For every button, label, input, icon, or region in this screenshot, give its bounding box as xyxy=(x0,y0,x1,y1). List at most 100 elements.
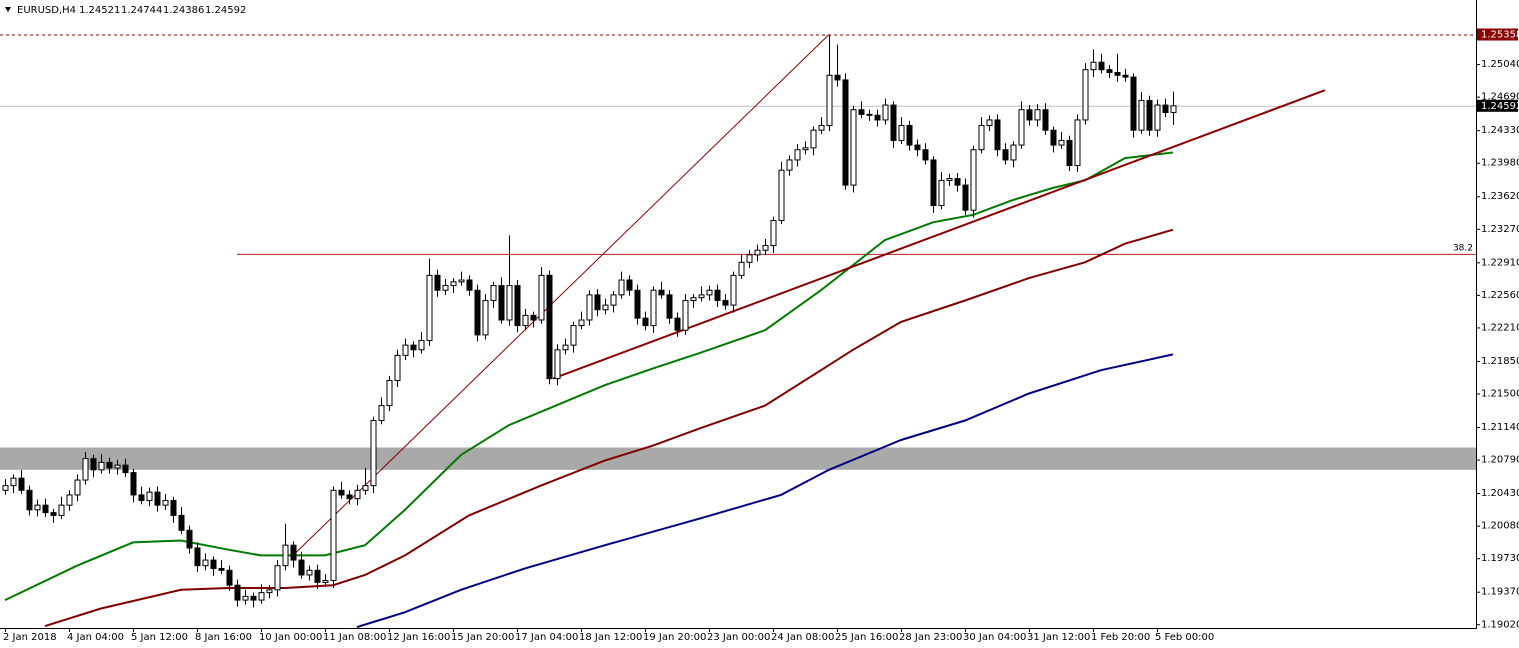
x-tick-label: 25 Jan 16:00 xyxy=(835,632,898,643)
candle-body xyxy=(226,569,233,586)
candle-body xyxy=(1098,61,1105,71)
candle-body xyxy=(274,565,281,591)
candle-body xyxy=(626,279,633,291)
candle-body xyxy=(738,261,745,276)
candle-body xyxy=(762,245,769,251)
candle-body xyxy=(1130,76,1137,131)
candle-body xyxy=(506,285,513,321)
y-tick-label: 1.21850 xyxy=(1481,356,1519,367)
candle-body xyxy=(666,294,673,319)
candle-body xyxy=(1090,61,1097,71)
menu-triangle[interactable] xyxy=(5,7,11,12)
candle-body xyxy=(754,249,761,256)
candle-body xyxy=(1034,109,1041,121)
candle-body xyxy=(250,595,257,601)
candle-body xyxy=(970,149,977,211)
candle-body xyxy=(882,104,889,121)
candle-body xyxy=(1138,99,1145,131)
candle-body xyxy=(986,119,993,127)
candle-body xyxy=(746,254,753,263)
candle-body xyxy=(698,294,705,299)
candle-body xyxy=(138,494,145,502)
candle-body xyxy=(786,159,793,171)
candle-body xyxy=(234,584,241,601)
candle-body xyxy=(2,485,9,491)
candle-body xyxy=(66,494,73,506)
candle-body xyxy=(482,299,489,336)
candle-body xyxy=(874,114,881,121)
current-price-box xyxy=(1477,99,1518,112)
candle-body xyxy=(362,485,369,491)
candle-body xyxy=(594,294,601,311)
candle-body xyxy=(42,504,49,514)
candle-body xyxy=(1122,74,1129,78)
candle-body xyxy=(186,529,193,549)
x-tick-label: 4 Jan 04:00 xyxy=(67,632,124,643)
candle-body xyxy=(530,314,537,321)
candle-body xyxy=(938,179,945,207)
candle-body xyxy=(842,79,849,186)
y-tick-label: 1.24330 xyxy=(1481,125,1519,136)
x-tick-label: 11 Jan 08:00 xyxy=(323,632,386,643)
y-tick-label: 1.19370 xyxy=(1481,587,1519,598)
candle-body xyxy=(498,285,505,321)
trendline xyxy=(552,89,1326,380)
header-low: 1.24386 xyxy=(163,5,204,16)
candle-body xyxy=(194,547,201,567)
candle-body xyxy=(618,279,625,296)
candle-body xyxy=(146,491,153,502)
candle-body xyxy=(890,104,897,141)
candle-body xyxy=(314,569,321,583)
candle-body xyxy=(418,339,425,351)
y-tick-label: 1.19730 xyxy=(1481,553,1519,564)
candle-body xyxy=(26,489,33,511)
candle-body xyxy=(1162,104,1169,113)
candle-body xyxy=(290,544,297,561)
candle-body xyxy=(178,514,185,531)
x-tick-label: 5 Feb 00:00 xyxy=(1155,632,1214,643)
candle-body xyxy=(442,285,449,291)
candle-body xyxy=(658,289,665,296)
candle-body xyxy=(58,504,65,516)
candle-body xyxy=(850,109,857,186)
y-tick-label: 1.22910 xyxy=(1481,257,1519,268)
candle-body xyxy=(946,178,953,181)
candle-body xyxy=(370,419,377,487)
candle-body xyxy=(122,464,129,474)
candle-body xyxy=(1002,149,1009,161)
candle-body xyxy=(962,184,969,211)
candle-body xyxy=(242,595,249,601)
candle-body xyxy=(154,491,161,506)
y-tick-label: 1.20080 xyxy=(1481,521,1519,532)
candle-body xyxy=(682,299,689,331)
candle-body xyxy=(1058,139,1065,146)
candle-body xyxy=(834,74,841,81)
candle-body xyxy=(10,477,17,487)
candle-body xyxy=(1010,144,1017,161)
x-tick-label: 18 Jan 12:00 xyxy=(579,632,642,643)
candle-body xyxy=(1018,109,1025,146)
high-level-box xyxy=(1477,28,1518,41)
x-tick-label: 10 Jan 00:00 xyxy=(259,632,322,643)
candle-body xyxy=(610,294,617,306)
candle-body xyxy=(714,289,721,301)
candle-body xyxy=(306,569,313,576)
candle-body xyxy=(578,319,585,327)
candle-body xyxy=(778,169,785,221)
candle-body xyxy=(298,559,305,576)
candle-body xyxy=(98,461,105,471)
fib-level-label: 38.2 xyxy=(1453,243,1473,253)
candle-body xyxy=(114,464,121,469)
y-tick-label: 1.24690 xyxy=(1481,92,1519,103)
candle-body xyxy=(690,297,697,301)
symbol-title: EURUSD,H4 xyxy=(17,5,76,16)
support-zone xyxy=(0,447,1476,470)
candle-body xyxy=(258,592,265,601)
candle-body xyxy=(330,489,337,582)
x-tick-label: 19 Jan 20:00 xyxy=(643,632,706,643)
x-tick-label: 2 Jan 2018 xyxy=(3,632,57,643)
candle-body xyxy=(514,285,521,327)
candle-body xyxy=(74,479,81,496)
